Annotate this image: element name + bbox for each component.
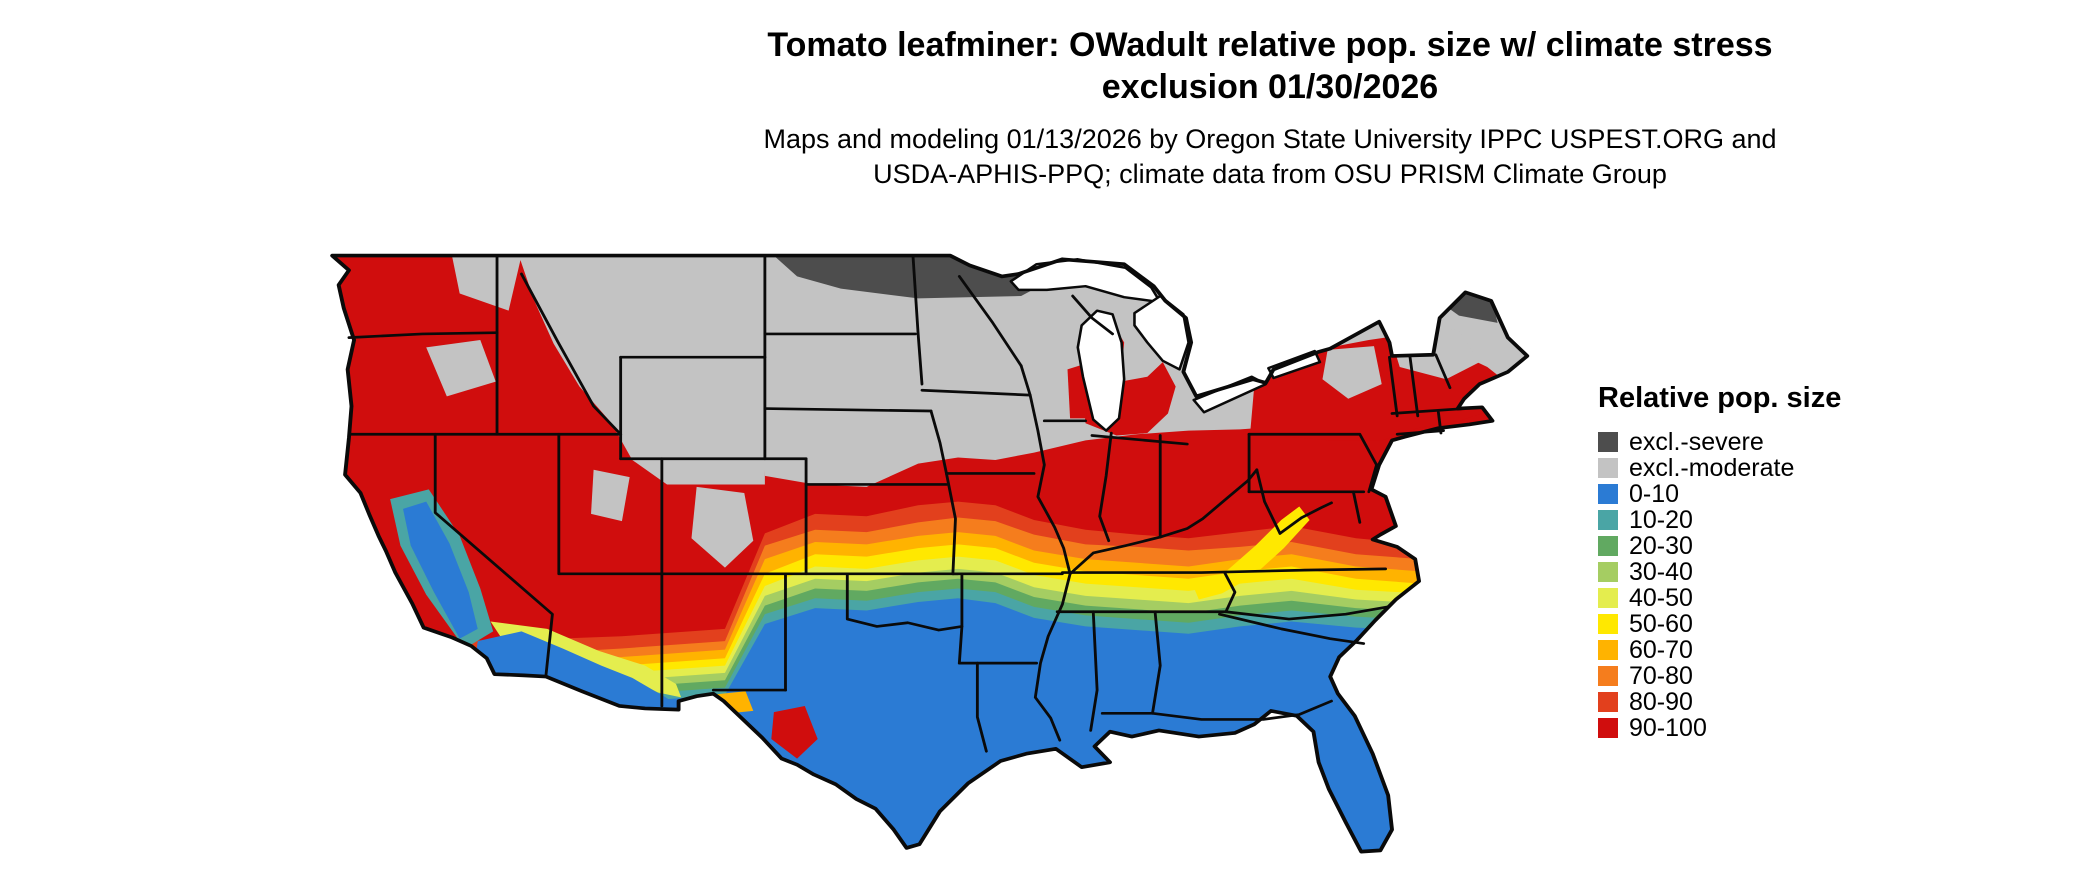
region-utah-excluded [591, 469, 630, 522]
legend-item: 30-40 [1598, 559, 1898, 585]
legend-item: 0-10 [1598, 481, 1898, 507]
legend-item-label: excl.-moderate [1629, 454, 1795, 482]
legend-item: excl.-moderate [1598, 455, 1898, 481]
region-white-mountains-severe [1394, 322, 1429, 350]
legend-item-label: 40-50 [1629, 584, 1693, 612]
legend: Relative pop. size excl.-severe excl.-mo… [1598, 382, 1898, 741]
legend-item-label: 80-90 [1629, 688, 1693, 716]
legend-item-label: 90-100 [1629, 714, 1707, 742]
region-appalachians-yellow [1193, 506, 1310, 600]
legend-item-label: 0-10 [1629, 480, 1680, 508]
region-socal-arizona-desert-blue [475, 631, 679, 708]
legend-item: 40-50 [1598, 585, 1898, 611]
legend-item-label: 20-30 [1629, 532, 1693, 560]
state-borders [347, 254, 1466, 753]
legend-color-swatch [1598, 666, 1618, 686]
legend-color-swatch [1598, 588, 1618, 608]
lake-michigan [1076, 309, 1126, 432]
legend-color-swatch [1598, 640, 1618, 660]
region-west-texas-mountains-red [771, 705, 818, 759]
legend-items: excl.-severe excl.-moderate 0-10 10-20 2… [1598, 429, 1898, 741]
legend-item: 50-60 [1598, 611, 1898, 637]
great-lakes [1009, 258, 1322, 432]
map-credits-block: Maps and modeling 01/13/2026 by Oregon S… [300, 122, 2100, 192]
legend-color-swatch [1598, 562, 1618, 582]
legend-color-swatch [1598, 536, 1618, 556]
map-credit-line2: USDA-APHIS-PPQ; climate data from OSU PR… [873, 159, 1667, 189]
map-title-block: Tomato leafminer: OWadult relative pop. … [300, 24, 2100, 108]
legend-color-swatch [1598, 432, 1618, 452]
map-credit-line1: Maps and modeling 01/13/2026 by Oregon S… [763, 124, 1777, 154]
legend-item-label: 60-70 [1629, 636, 1693, 664]
legend-item: 70-80 [1598, 663, 1898, 689]
region-east-oregon-excluded [426, 340, 496, 397]
legend-color-swatch [1598, 510, 1618, 530]
legend-item-label: 30-40 [1629, 558, 1693, 586]
us-map [330, 253, 1530, 854]
legend-item-label: 50-60 [1629, 610, 1693, 638]
region-northern-rockies-excluded [518, 255, 765, 485]
legend-item-label: 70-80 [1629, 662, 1693, 690]
region-central-valley-blue [403, 501, 478, 639]
legend-color-swatch [1598, 458, 1618, 478]
legend-color-swatch [1598, 484, 1618, 504]
legend-item: 80-90 [1598, 689, 1898, 715]
map-title-line2: exclusion 01/30/2026 [1101, 68, 1439, 106]
us-map-container [300, 225, 1562, 892]
legend-item-label: 10-20 [1629, 506, 1693, 534]
region-adirondacks-excluded [1322, 346, 1382, 399]
region-colorado-rockies-excluded [691, 486, 754, 568]
legend-color-swatch [1598, 692, 1618, 712]
legend-item: 90-100 [1598, 715, 1898, 741]
legend-item: 20-30 [1598, 533, 1898, 559]
legend-item: 10-20 [1598, 507, 1898, 533]
legend-item: 60-70 [1598, 637, 1898, 663]
legend-item: excl.-severe [1598, 429, 1898, 455]
legend-color-swatch [1598, 718, 1618, 738]
legend-color-swatch [1598, 614, 1618, 634]
legend-item-label: excl.-severe [1629, 428, 1764, 456]
legend-title: Relative pop. size [1598, 382, 1842, 414]
map-title-line1: Tomato leafminer: OWadult relative pop. … [767, 26, 1773, 64]
us-outline [330, 253, 1530, 854]
region-ne-washington-excluded [451, 255, 522, 311]
